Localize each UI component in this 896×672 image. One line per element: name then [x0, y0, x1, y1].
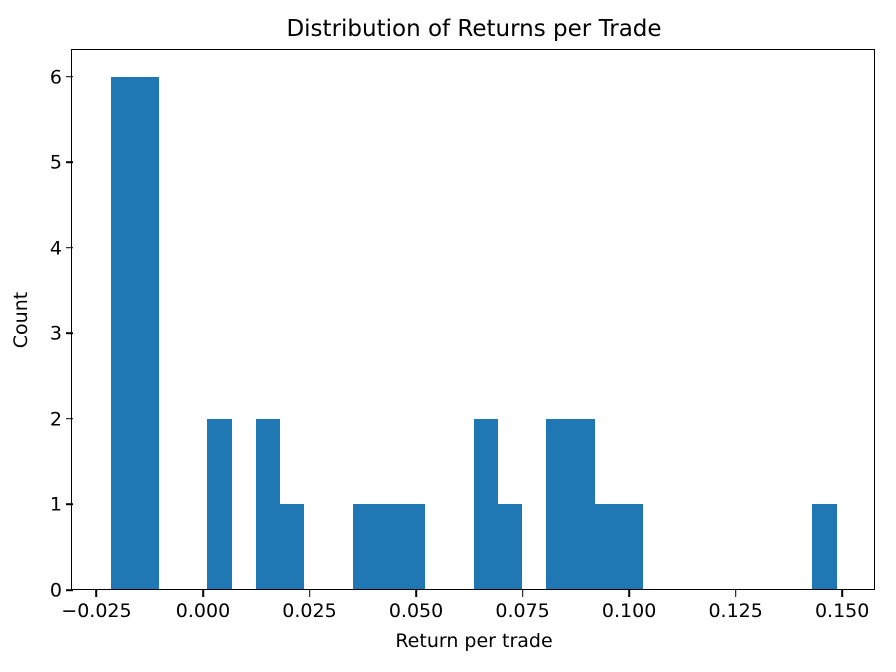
histogram-bar [134, 76, 159, 590]
y-tick-label: 4 [49, 237, 62, 260]
x-tick-mark [734, 590, 737, 597]
histogram-bar [594, 504, 619, 590]
x-tick-mark [415, 590, 417, 597]
plot-area [73, 51, 875, 590]
x-tick-label: 0.025 [282, 600, 337, 622]
x-tick-mark [521, 590, 524, 597]
chart-title: Distribution of Returns per Trade [286, 16, 662, 42]
y-tick-mark [66, 75, 73, 78]
histogram-bar [497, 504, 522, 590]
histogram-bar [207, 418, 232, 590]
y-tick-label: 1 [49, 493, 62, 516]
y-tick-mark [66, 246, 73, 249]
histogram-bar [255, 418, 280, 590]
histogram-bar [400, 504, 426, 590]
y-tick-mark [66, 589, 73, 591]
histogram-bar [110, 76, 135, 590]
histogram-bar [618, 504, 643, 590]
x-tick-label: −0.025 [61, 600, 132, 622]
y-tick-mark [66, 503, 73, 506]
y-tick-label: 0 [49, 579, 62, 602]
y-tick-label: 2 [49, 408, 62, 431]
x-tick-label: 0.125 [708, 600, 763, 622]
x-tick-mark [95, 590, 98, 597]
histogram-bar [279, 504, 305, 590]
x-tick-mark [841, 590, 843, 597]
x-tick-label: 0.150 [814, 600, 870, 622]
y-tick-mark [66, 332, 73, 335]
histogram-bar [473, 418, 498, 590]
x-axis-label: Return per trade [395, 630, 553, 652]
histogram-bar [376, 504, 401, 590]
histogram-bar [570, 418, 595, 590]
x-tick-mark [308, 590, 311, 597]
y-tick-mark [66, 161, 73, 164]
x-tick-label: 0.000 [175, 600, 231, 622]
y-axis-label: Count [10, 291, 32, 349]
x-tick-label: 0.100 [601, 600, 657, 622]
x-tick-label: 0.050 [388, 600, 444, 622]
x-tick-mark [628, 590, 630, 597]
x-tick-label: 0.075 [495, 600, 550, 622]
y-tick-mark [66, 418, 73, 420]
histogram-bar [812, 504, 837, 590]
histogram-bar [546, 418, 571, 590]
y-tick-label: 6 [49, 66, 62, 89]
y-tick-label: 3 [49, 322, 62, 345]
histogram-bar [352, 504, 377, 590]
y-tick-label: 5 [49, 151, 62, 174]
x-tick-mark [202, 590, 204, 597]
